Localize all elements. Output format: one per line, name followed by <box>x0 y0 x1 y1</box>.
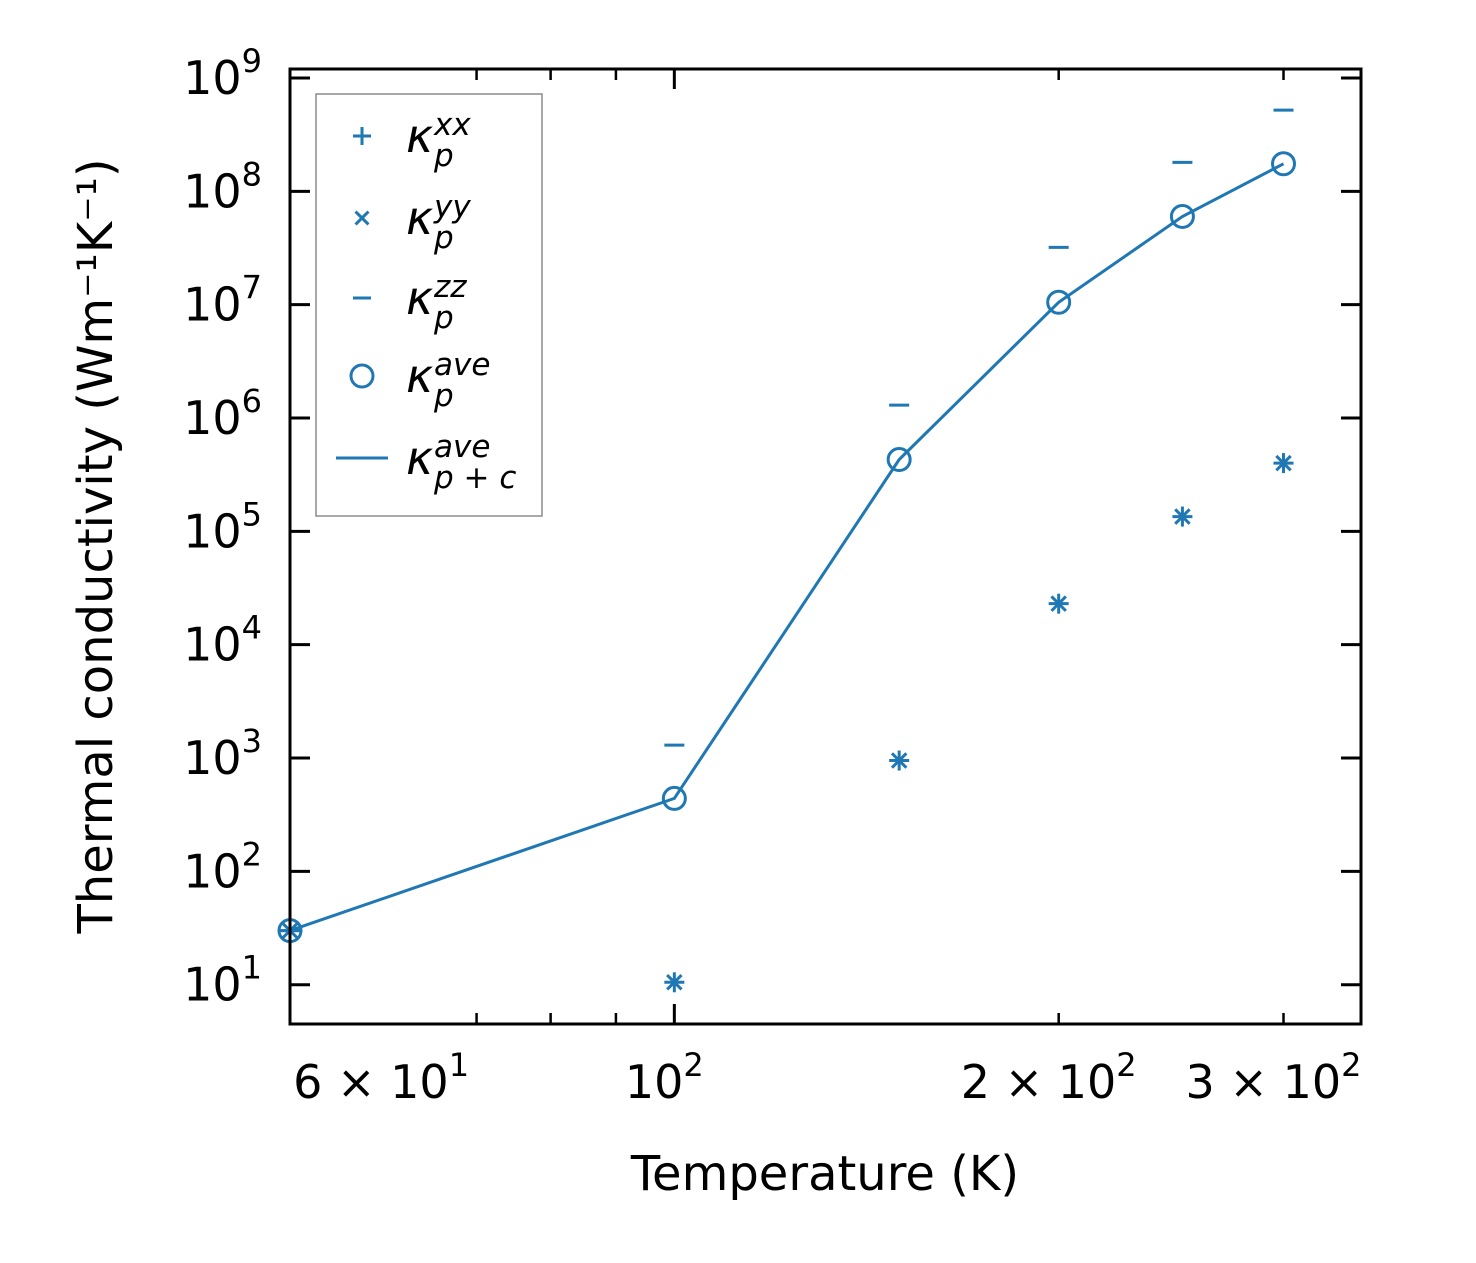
series-line-kappa_p+c^ave <box>289 162 1285 933</box>
y-tick-label: 109 <box>183 42 262 105</box>
legend-label-sup: ave <box>434 429 490 465</box>
legend-label-sup: yy <box>433 189 471 225</box>
legend-label: κ <box>406 349 433 403</box>
x-axis-label: Temperature (K) <box>630 1146 1019 1202</box>
data-point-kappa_p^yy-100 <box>666 974 683 991</box>
data-point-kappa_p^ave-150 <box>886 447 912 473</box>
legend-label: κ <box>406 109 433 163</box>
data-point-kappa_p^yy-250 <box>1174 508 1191 525</box>
axes-frame <box>288 67 1363 1026</box>
data-point-kappa_p^ave-100 <box>661 785 687 811</box>
legend-label-sub: p <box>433 138 454 174</box>
y-tick-label: 103 <box>183 722 262 785</box>
legend-marker-plus <box>353 127 371 145</box>
legend-label: κ <box>406 431 433 485</box>
y-tick-label: 104 <box>183 609 262 672</box>
y-tick-label: 102 <box>183 835 262 898</box>
x-tick-label: 3 × 102 <box>1186 1046 1362 1109</box>
y-tick-label: 106 <box>183 382 262 445</box>
y-tick-label: 105 <box>183 495 262 558</box>
x-tick-label: 6 × 101 <box>293 1046 469 1109</box>
data-point-kappa_p^ave-250 <box>1169 203 1195 229</box>
legend-label-sub: p <box>433 220 454 256</box>
legend-label-sup: ave <box>434 347 490 383</box>
legend-label-sub: p <box>433 378 454 414</box>
legend-label-sup: xx <box>433 107 471 143</box>
axis-ticks: 101 102 103 104 105 106 107 108 109 6 × 101 102 2 ×… <box>183 42 1361 1109</box>
y-axis-label: Thermal conductivity (Wm⁻¹K⁻¹) <box>68 158 124 934</box>
y-tick-label: 107 <box>183 269 262 332</box>
legend-marker-circle <box>349 363 375 389</box>
legend-label: κ <box>406 271 433 325</box>
data-point-kappa_p^yy-200 <box>1050 595 1067 612</box>
legend-label-sup: zz <box>433 269 467 305</box>
legend-entry-kappa_p^yy: κ yyp <box>354 189 471 256</box>
legend-entry-kappa_p^zz: κ zzp <box>353 269 467 336</box>
legend-label-sub: p <box>433 300 454 336</box>
x-tick-label: 2 × 102 <box>961 1046 1137 1109</box>
y-tick-label: 101 <box>183 949 262 1012</box>
legend-marker-x <box>354 210 370 226</box>
y-tick-label: 108 <box>183 155 262 218</box>
data-point-kappa_p^ave-200 <box>1046 289 1072 315</box>
data-point-kappa_p^yy-300 <box>1275 454 1292 472</box>
legend-box <box>315 93 543 517</box>
x-tick-label: 102 <box>625 1046 704 1109</box>
legend-label: κ <box>406 191 433 245</box>
data-point-kappa_p^ave-300 <box>1271 151 1297 177</box>
legend-label-sub: p + c <box>433 460 516 496</box>
data-point-kappa_p^yy-150 <box>890 752 908 769</box>
legend-entry-kappa_p^xx: κ xxp <box>353 107 471 174</box>
